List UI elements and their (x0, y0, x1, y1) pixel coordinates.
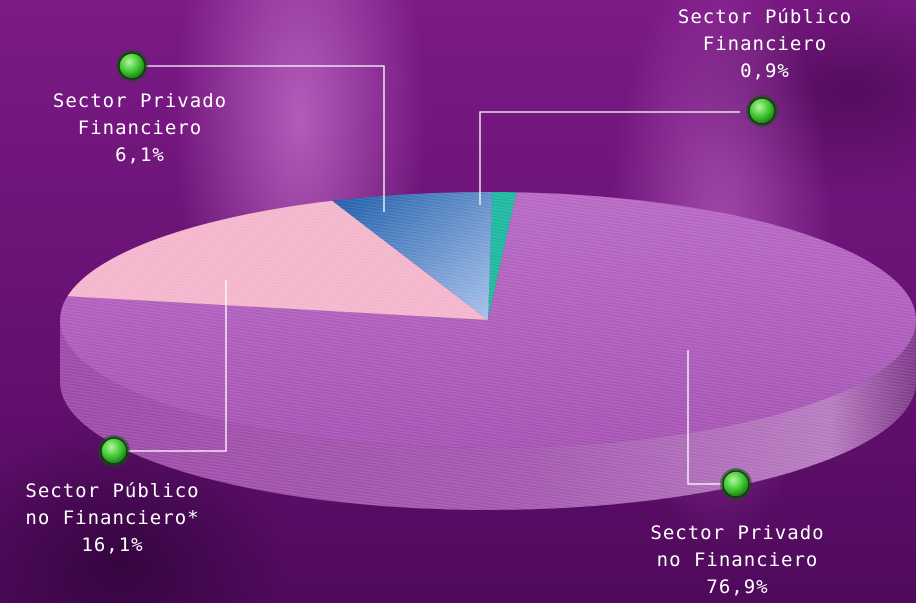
marker-sector-publico-no-financiero (100, 437, 128, 465)
pie-top-face (59, 192, 916, 448)
pie-side-texture (60, 320, 916, 510)
slice-label-line: Financiero (702, 33, 828, 55)
slice-value: 16,1% (81, 534, 144, 556)
slice-label-line: Sector Privado (52, 90, 228, 112)
slice-value: 6,1% (115, 144, 165, 166)
pie-slice-texture (332, 192, 493, 320)
marker-sector-publico-financiero (748, 97, 776, 125)
slice-label-sector-privado-no-financiero: Sector Privado no Financiero 76,9% (620, 520, 855, 601)
slice-label-line: Sector Privado (650, 522, 825, 544)
slice-label-line: no Financiero (656, 549, 819, 571)
slice-value: 0,9% (740, 60, 790, 82)
marker-sector-privado-financiero (118, 52, 146, 80)
leader-lines (120, 65, 740, 485)
slice-value: 76,9% (706, 576, 769, 598)
leader-sector-publico-no-financiero (120, 280, 227, 452)
label-markers (98, 50, 778, 500)
pie-slice-texture (59, 192, 916, 448)
pie-slice-texture (488, 192, 517, 320)
pie-side-wall (60, 320, 916, 510)
leader-sector-privado-no-financiero (687, 350, 722, 485)
leader-sector-privado-financiero (138, 65, 385, 212)
pie-slice-texture (67, 200, 489, 320)
slice-label-sector-privado-financiero: Sector Privado Financiero 6,1% (20, 88, 260, 169)
slice-label-line: Financiero (77, 117, 203, 139)
slice-label-sector-publico-financiero: Sector Público Financiero 0,9% (640, 4, 890, 85)
slice-label-line: Sector Público (677, 6, 853, 28)
slice-label-sector-publico-no-financiero: Sector Público no Financiero* 16,1% (0, 478, 225, 559)
leader-sector-publico-financiero (479, 111, 740, 205)
slice-label-line: Sector Público (25, 480, 200, 502)
slice-label-line: no Financiero* (25, 507, 200, 529)
marker-sector-privado-no-financiero (722, 470, 750, 498)
